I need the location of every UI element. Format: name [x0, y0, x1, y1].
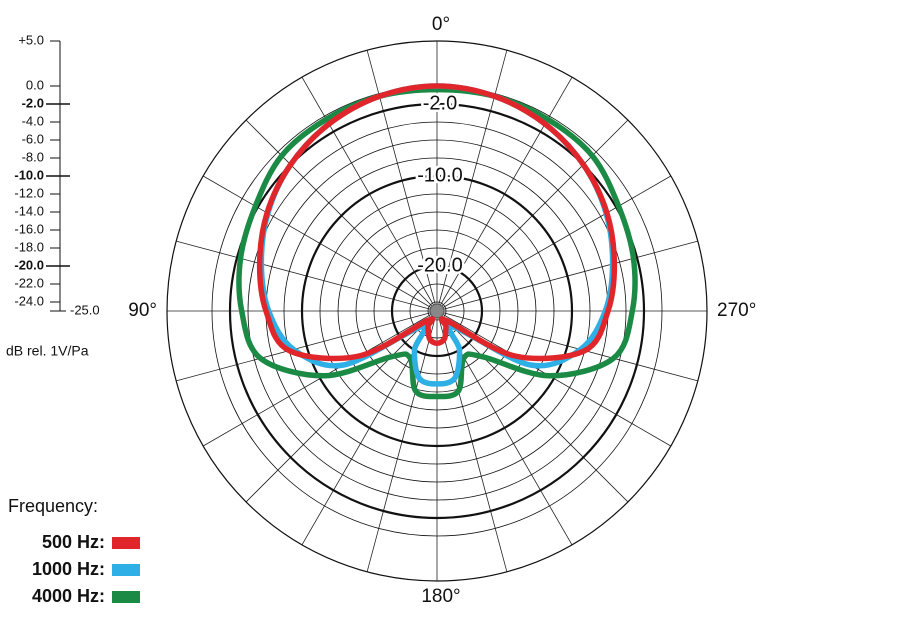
scale-label: -2.0 — [22, 95, 44, 110]
legend-label: 500 Hz: — [42, 532, 105, 552]
angle-label: 0° — [432, 14, 450, 35]
ring — [319, 193, 555, 429]
pattern-line — [236, 86, 638, 400]
ring-label: -2.0 — [423, 92, 457, 114]
scale-label: -14.0 — [14, 203, 44, 218]
ring — [337, 211, 537, 411]
ring — [355, 229, 519, 393]
ring — [228, 102, 646, 520]
curves — [236, 83, 638, 400]
pattern-line — [256, 83, 618, 362]
ring — [283, 157, 591, 465]
scale-label: -10.0 — [14, 167, 44, 182]
ring — [390, 264, 484, 358]
scale-label: -6.0 — [22, 131, 44, 146]
labels: -2.0 -10.0 -20.0 0° 90° 180° 270° — [128, 14, 756, 607]
scale-label: 0.0 — [26, 77, 44, 92]
scale-label: -24.0 — [14, 293, 44, 308]
ring — [373, 247, 501, 375]
scale-label: -4.0 — [22, 113, 44, 128]
ring — [247, 121, 627, 501]
scale-label: -20.0 — [14, 257, 44, 272]
legend-title: Frequency: — [8, 496, 98, 516]
legend-label: 4000 Hz: — [32, 586, 105, 606]
legend-label: 1000 Hz: — [32, 559, 105, 579]
ring — [427, 301, 447, 321]
ring-label: -20.0 — [417, 254, 463, 276]
scale-label: -8.0 — [22, 149, 44, 164]
angle-label: 270° — [717, 300, 756, 321]
scale-label: -18.0 — [14, 239, 44, 254]
ring — [300, 174, 574, 448]
ring — [409, 283, 465, 339]
angle-label: 90° — [128, 300, 157, 321]
scale-label: +5.0 — [18, 32, 44, 47]
ring — [166, 40, 708, 582]
legend-swatch — [112, 537, 140, 549]
scale-label: -25.0 — [70, 302, 100, 317]
angle-label: 180° — [421, 586, 460, 607]
scale-label: -22.0 — [14, 275, 44, 290]
legend-swatch — [112, 591, 140, 603]
ring-label: -10.0 — [417, 164, 463, 186]
legend-swatch — [112, 564, 140, 576]
polar-grid — [166, 40, 708, 582]
scale-label: -16.0 — [14, 221, 44, 236]
scale-label: -12.0 — [14, 185, 44, 200]
center-hub — [429, 303, 445, 319]
r-axis-label: dB rel. 1V/Pa — [6, 343, 89, 359]
